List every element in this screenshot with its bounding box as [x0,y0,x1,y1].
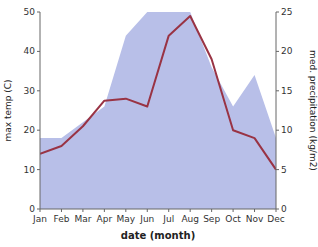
chart: JanFebMarAprMayJunJulAugSepOctNovDec0102… [0,0,318,247]
y-tick-label: 50 [24,7,36,17]
precipitation-area [40,12,276,209]
x-tick-label: Sep [203,214,220,224]
y-tick-label: 10 [24,165,36,175]
x-tick-label: Dec [267,214,284,224]
x-tick [125,209,126,212]
x-tick [211,209,212,212]
y-tick [37,169,40,170]
x-axis-label: date (month) [121,230,195,241]
y2-tick [276,209,279,210]
x-tick-label: Apr [97,214,113,224]
y2-tick-label: 20 [281,46,293,56]
x-tick-label: Jan [32,214,47,224]
x-tick-label: Jun [139,214,154,224]
temperature-line [40,16,276,170]
y2-tick-label: 10 [281,125,293,135]
x-tick [61,209,62,212]
x-tick-label: Nov [246,214,264,224]
y-axis-label: max temp (C) [3,79,13,141]
y-tick [37,90,40,91]
y-axis-line [40,12,41,209]
x-tick [104,209,105,212]
y2-tick [276,130,279,131]
y2-axis-label: med. precipitation (kg/m2) [308,50,318,171]
x-tick-label: Feb [53,214,69,224]
y2-tick [276,51,279,52]
x-tick-label: Mar [74,214,91,224]
plot-area [40,12,276,209]
y-tick-label: 20 [24,125,36,135]
y-tick-label: 0 [29,204,35,214]
y-tick-label: 30 [24,86,36,96]
y2-tick-label: 15 [281,86,292,96]
x-tick [168,209,169,212]
y2-tick-label: 5 [281,165,287,175]
y-tick-label: 40 [24,46,36,56]
x-tick [233,209,234,212]
x-tick-label: Oct [225,214,241,224]
y-tick [37,209,40,210]
x-tick-label: Aug [181,214,199,224]
y-tick [37,12,40,13]
y-tick [37,130,40,131]
y2-tick [276,12,279,13]
y2-tick [276,90,279,91]
x-tick [82,209,83,212]
y2-tick [276,169,279,170]
x-tick-label: Jul [162,214,174,224]
x-axis-line [40,209,276,210]
x-tick-label: May [117,214,136,224]
x-tick [147,209,148,212]
y2-tick-label: 0 [281,204,287,214]
x-tick [254,209,255,212]
y-tick [37,51,40,52]
x-tick [190,209,191,212]
y2-axis-line [276,12,277,209]
y2-tick-label: 25 [281,7,292,17]
